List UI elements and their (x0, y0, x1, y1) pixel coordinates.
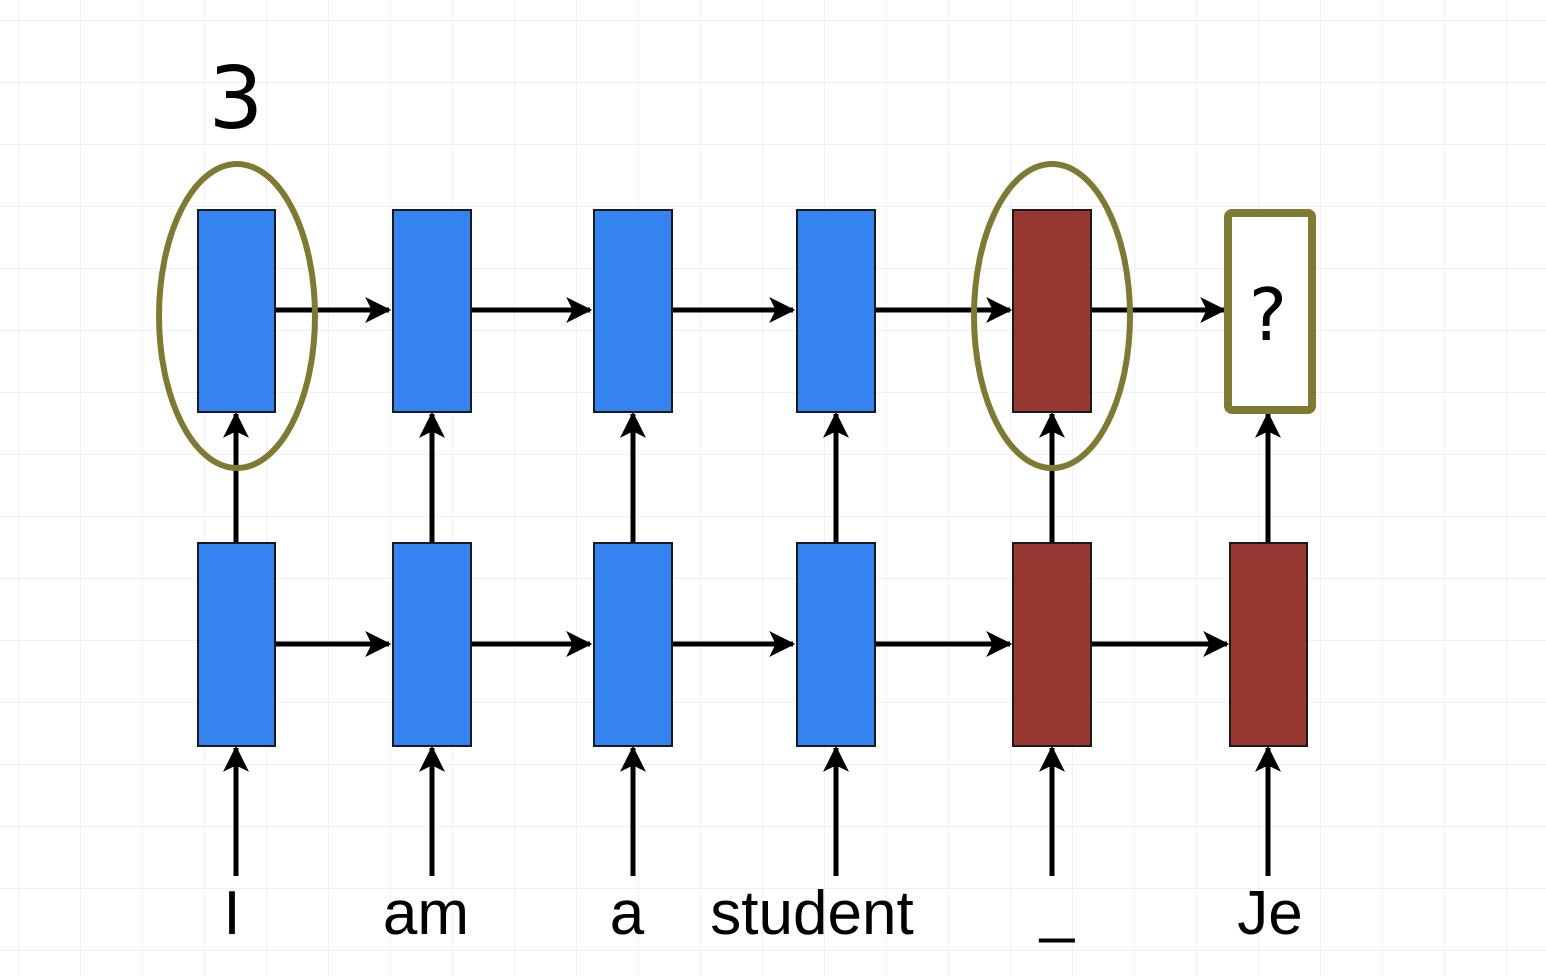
encoder-cell-top-1 (197, 209, 276, 413)
encoder-cell-bottom-2 (392, 542, 472, 747)
decoder-cell-top-5 (1012, 209, 1092, 413)
input-words: I am a student _ Je (223, 875, 1302, 948)
decoder-cell-bottom-5 (1012, 542, 1092, 747)
input-arrows (223, 745, 1281, 876)
encoder-cell-bottom-4 (796, 542, 876, 747)
bottom-layer-cells (197, 542, 1308, 747)
highlight-ellipse-source (156, 161, 318, 471)
layer-to-layer-arrows (223, 411, 1281, 543)
top-layer-cells (197, 209, 1092, 413)
word-label-4: student (710, 879, 913, 948)
encoder-cell-bottom-3 (593, 542, 673, 747)
encoder-cell-bottom-1 (197, 542, 276, 747)
word-label-5: _ (1039, 875, 1076, 944)
encoder-cell-top-3 (593, 209, 673, 413)
word-label-2: am (383, 879, 469, 948)
encoder-cell-top-4 (796, 209, 876, 413)
encoder-cell-top-2 (392, 209, 472, 413)
highlight-ellipse-target (971, 161, 1133, 471)
decoder-cell-bottom-6 (1229, 542, 1308, 747)
word-label-6: Je (1237, 879, 1302, 948)
word-label-3: a (610, 879, 645, 948)
step-number-label: 3 (209, 49, 264, 149)
unknown-output-label: ? (1249, 273, 1287, 357)
word-label-1: I (223, 879, 240, 948)
unknown-output-cell (1224, 209, 1316, 414)
